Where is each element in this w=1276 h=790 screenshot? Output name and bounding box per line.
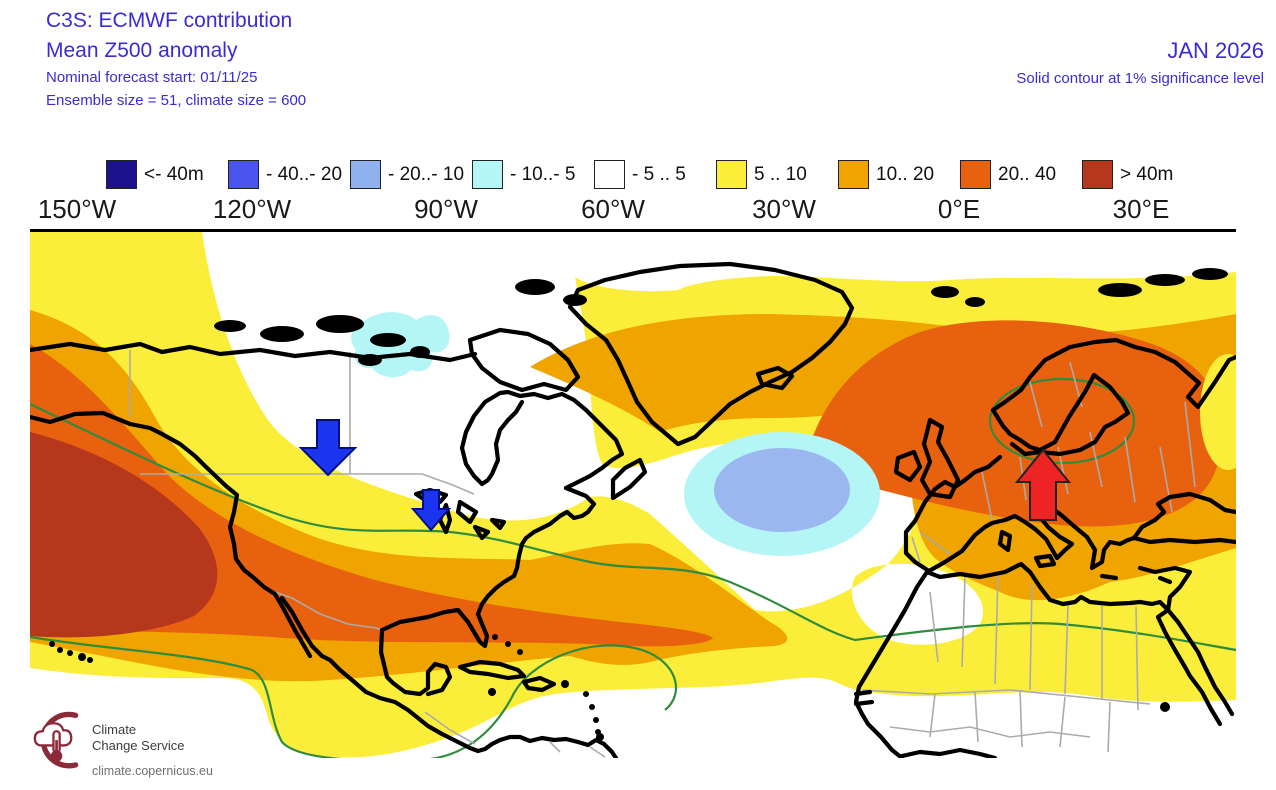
longitude-label: 120°W <box>212 194 292 224</box>
copernicus-logo: Climate Change Service climate.copernicu… <box>26 704 213 778</box>
legend-swatch <box>594 160 625 189</box>
legend-label: - 40..- 20 <box>266 163 343 185</box>
anomaly-region-positive-gt40 <box>30 432 218 638</box>
legend-swatch <box>960 160 991 189</box>
blue-down-arrow-small <box>410 489 452 532</box>
legend-item: 10.. 20 <box>838 160 960 189</box>
anomaly-map <box>30 232 1236 758</box>
legend-item: - 20..- 10 <box>350 160 472 189</box>
header-right: JAN 2026 Solid contour at 1% significanc… <box>1016 36 1264 92</box>
forecast-start-text: Nominal forecast start: 01/11/25 <box>46 69 258 86</box>
blue-down-arrow <box>298 419 358 477</box>
legend-label: <- 40m <box>144 163 204 185</box>
legend-label: > 40m <box>1120 163 1174 185</box>
legend-swatch <box>1082 160 1113 189</box>
legend-item: > 40m <box>1082 160 1173 189</box>
country-borders <box>129 350 1196 758</box>
copernicus-logo-text: Climate Change Service climate.copernicu… <box>92 704 213 778</box>
legend-label: - 10..- 5 <box>510 163 576 185</box>
map-top-border <box>30 229 1236 232</box>
legend-swatch <box>350 160 381 189</box>
legend-swatch <box>472 160 503 189</box>
longitude-label: 30°W <box>752 194 816 224</box>
legend-item: 20.. 40 <box>960 160 1082 189</box>
ensemble-info-text: Ensemble size = 51, climate size = 600 <box>46 92 307 109</box>
legend-swatch <box>838 160 869 189</box>
legend-item: 5 .. 10 <box>716 160 838 189</box>
anomaly-region-positive-5-10 <box>1200 354 1236 470</box>
significance-note: Solid contour at 1% significance level <box>1016 70 1264 87</box>
legend-item: - 40..- 20 <box>228 160 350 189</box>
longitude-label: 90°W <box>414 194 478 224</box>
valid-date-label: JAN 2026 <box>1167 38 1264 63</box>
longitude-label: 150°W <box>37 194 117 224</box>
legend-item: - 5 .. 5 <box>594 160 716 189</box>
logo-line1: Climate <box>92 722 137 737</box>
logo-line2: Change Service <box>92 738 185 753</box>
logo-url: climate.copernicus.eu <box>92 764 213 778</box>
small-islands <box>49 268 1228 741</box>
red-up-arrow <box>1014 448 1072 521</box>
longitude-label: 30°E <box>1112 194 1170 224</box>
page-title: C3S: ECMWF contribution <box>46 9 293 32</box>
legend-item: - 10..- 5 <box>472 160 594 189</box>
copernicus-logo-icon <box>33 711 79 769</box>
color-legend: <- 40m - 40..- 20 - 20..- 10 - 10..- 5 -… <box>106 160 1173 189</box>
legend-label: 5 .. 10 <box>754 163 807 185</box>
annotation-arrows <box>298 419 1072 532</box>
legend-label: - 20..- 10 <box>388 163 465 185</box>
coastlines <box>30 261 1236 758</box>
anomaly-region-negative-20-10 <box>714 448 850 532</box>
legend-item: <- 40m <box>106 160 228 189</box>
page-subtitle: Mean Z500 anomaly <box>46 39 238 62</box>
legend-swatch <box>106 160 137 189</box>
legend-swatch <box>716 160 747 189</box>
longitude-label: 0°E <box>937 194 981 224</box>
header-left: C3S: ECMWF contribution Mean Z500 anomal… <box>46 6 306 112</box>
legend-label: 10.. 20 <box>876 163 935 185</box>
legend-label: 20.. 40 <box>998 163 1057 185</box>
longitude-label: 60°W <box>581 194 645 224</box>
legend-label: - 5 .. 5 <box>632 163 686 185</box>
legend-swatch <box>228 160 259 189</box>
